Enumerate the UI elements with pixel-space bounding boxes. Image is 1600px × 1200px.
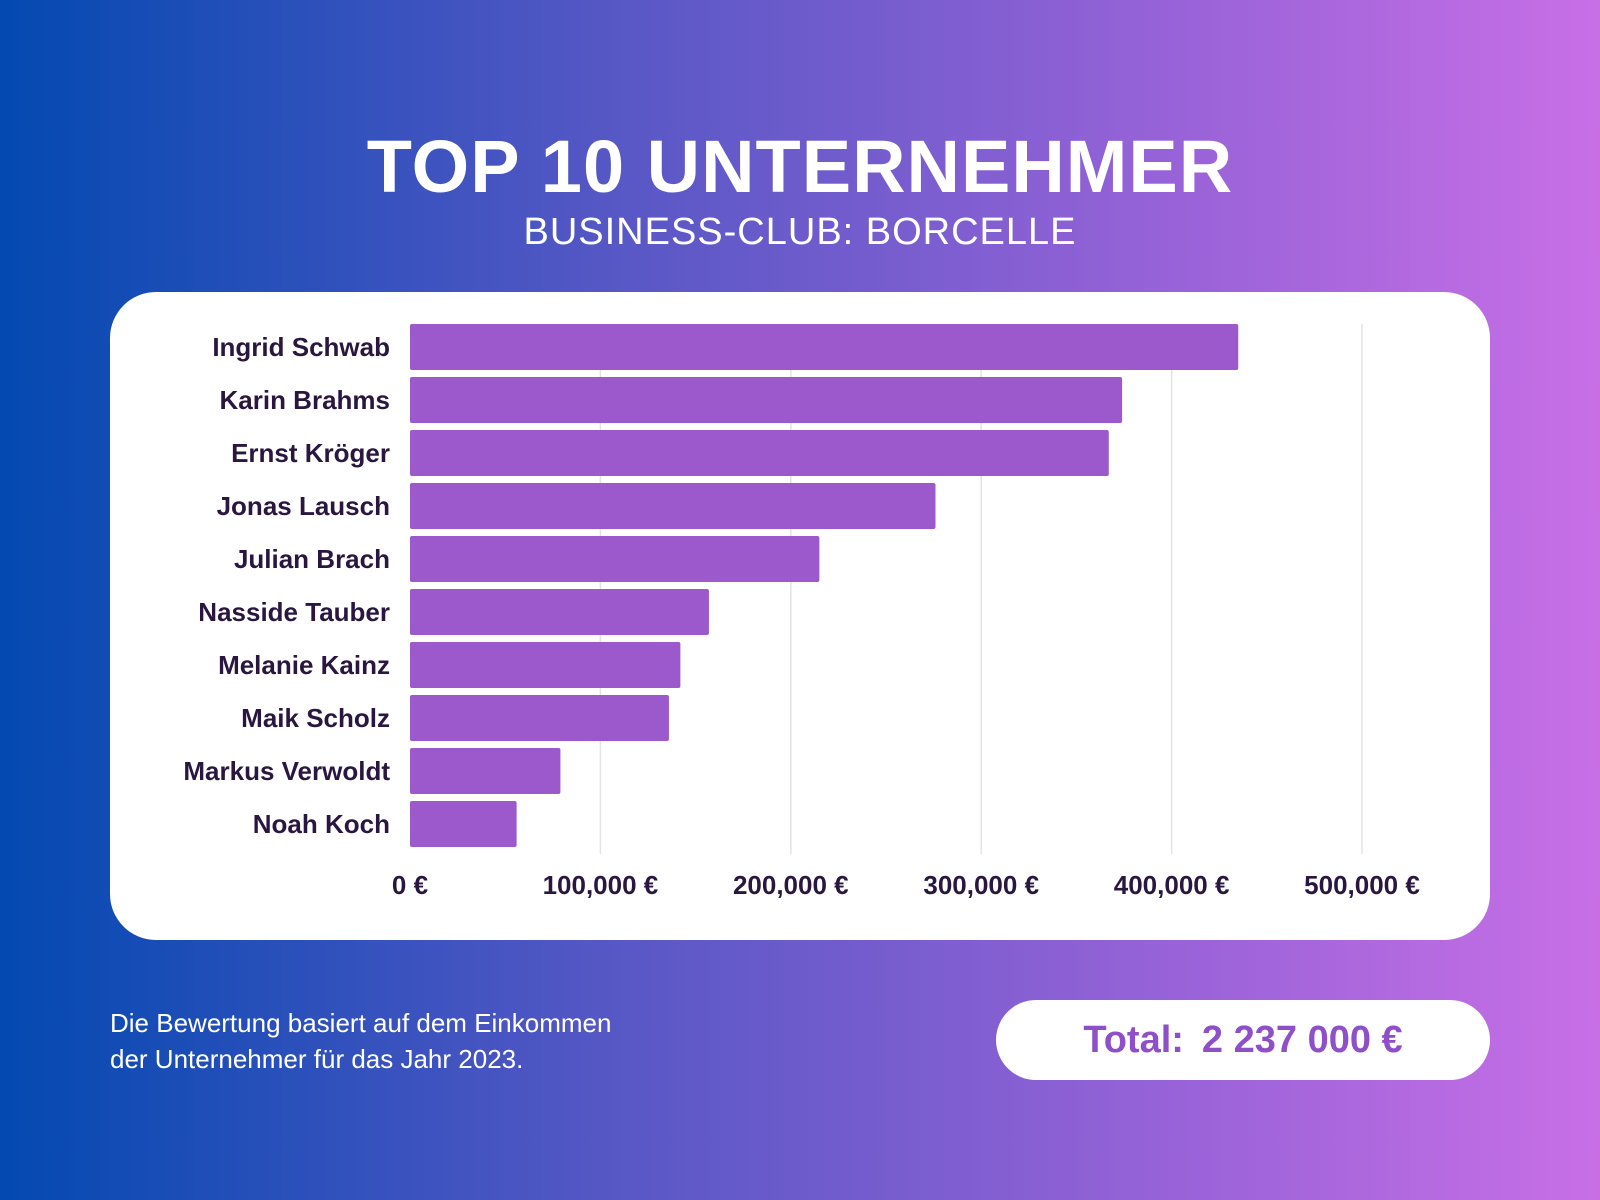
bar-6: [410, 589, 709, 635]
category-label-5: Julian Brach: [234, 544, 390, 574]
bar-3: [410, 430, 1109, 476]
category-label-3: Ernst Kröger: [231, 438, 390, 468]
x-tick-label-3: 300,000 €: [923, 870, 1039, 900]
x-tick-label-4: 400,000 €: [1114, 870, 1230, 900]
bar-8: [410, 695, 669, 741]
bar-10: [410, 801, 517, 847]
x-tick-label-1: 100,000 €: [543, 870, 659, 900]
category-label-7: Melanie Kainz: [218, 650, 390, 680]
category-label-4: Jonas Lausch: [217, 491, 390, 521]
category-label-1: Ingrid Schwab: [212, 332, 390, 362]
category-label-9: Markus Verwoldt: [183, 756, 390, 786]
page-title: TOP 10 UNTERNEHMER: [366, 125, 1234, 208]
bar-2: [410, 377, 1123, 423]
bar-9: [410, 748, 561, 794]
bar-4: [410, 483, 936, 529]
x-tick-label-2: 200,000 €: [733, 870, 849, 900]
total-badge: Total: 2 237 000 €: [996, 1000, 1490, 1080]
bar-7: [410, 642, 681, 688]
category-label-10: Noah Koch: [253, 809, 390, 839]
bar-chart: Ingrid Schwab Karin Brahms Ernst Kröger Jon…: [183, 324, 1420, 900]
page-subtitle: BUSINESS-CLUB: BORCELLE: [523, 211, 1077, 253]
category-label-8: Maik Scholz: [241, 703, 390, 733]
bar-1: [410, 324, 1239, 370]
total-value: 2 237 000 €: [1201, 1018, 1403, 1061]
category-label-6: Nasside Tauber: [198, 597, 390, 627]
chart-card: Ingrid Schwab Karin Brahms Ernst Kröger Jon…: [110, 292, 1490, 940]
category-label-2: Karin Brahms: [220, 385, 391, 415]
footnote-line-1: Die Bewertung basiert auf dem Einkommen: [110, 1008, 612, 1038]
footnote: Die Bewertung basiert auf dem Einkommen …: [110, 1005, 750, 1077]
bar-5: [410, 536, 820, 582]
x-tick-label-0: 0 €: [392, 870, 428, 900]
total-label: Total:: [1083, 1018, 1184, 1061]
x-tick-label-5: 500,000 €: [1304, 870, 1420, 900]
footnote-line-2: der Unternehmer für das Jahr 2023.: [110, 1044, 524, 1074]
